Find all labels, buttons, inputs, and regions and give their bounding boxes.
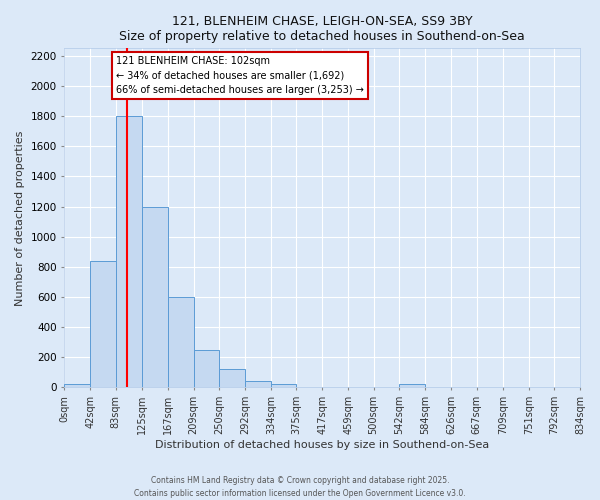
Text: 121 BLENHEIM CHASE: 102sqm
← 34% of detached houses are smaller (1,692)
66% of s: 121 BLENHEIM CHASE: 102sqm ← 34% of deta… xyxy=(116,56,364,96)
Bar xyxy=(116,116,142,388)
Bar xyxy=(194,350,219,388)
Text: Contains HM Land Registry data © Crown copyright and database right 2025.
Contai: Contains HM Land Registry data © Crown c… xyxy=(134,476,466,498)
Bar xyxy=(64,384,91,388)
Bar xyxy=(91,261,116,388)
Y-axis label: Number of detached properties: Number of detached properties xyxy=(15,130,25,306)
Bar xyxy=(245,380,271,388)
Bar xyxy=(271,384,296,388)
Bar xyxy=(219,370,245,388)
Bar xyxy=(142,206,167,388)
Bar xyxy=(167,297,194,388)
Title: 121, BLENHEIM CHASE, LEIGH-ON-SEA, SS9 3BY
Size of property relative to detached: 121, BLENHEIM CHASE, LEIGH-ON-SEA, SS9 3… xyxy=(119,15,525,43)
X-axis label: Distribution of detached houses by size in Southend-on-Sea: Distribution of detached houses by size … xyxy=(155,440,490,450)
Bar xyxy=(400,384,425,388)
